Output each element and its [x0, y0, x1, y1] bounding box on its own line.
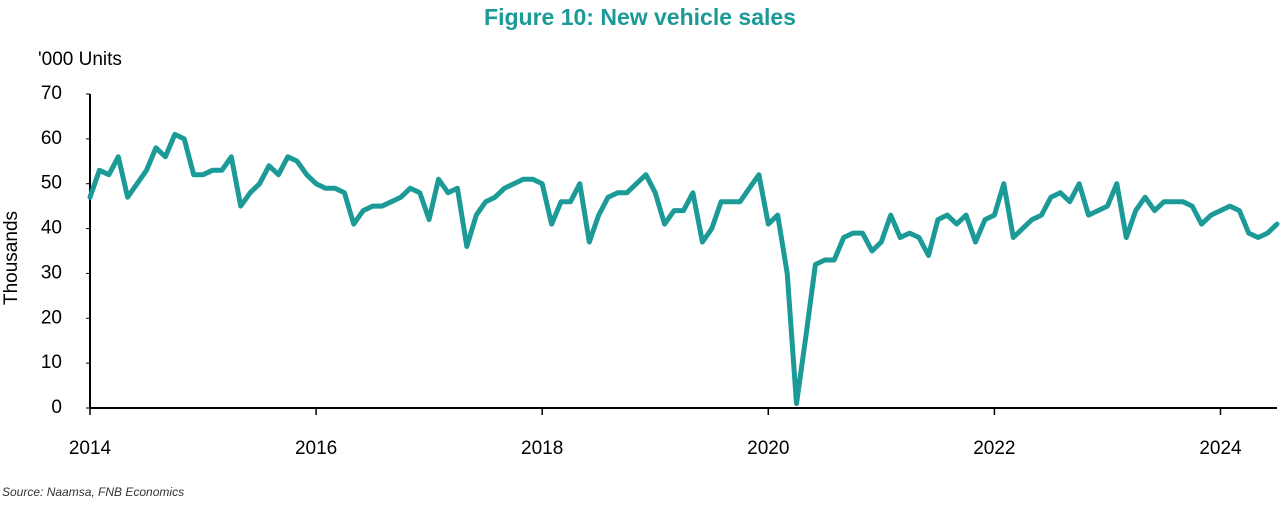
y-tick-label: 60: [41, 128, 62, 149]
unit-label: '000 Units: [38, 49, 122, 70]
x-tick-label: 2014: [69, 438, 112, 459]
data-line: [87, 131, 1280, 406]
x-tick-label: 2016: [295, 438, 337, 459]
y-tick-label: 20: [41, 307, 62, 328]
x-tick-label: 2020: [747, 438, 789, 459]
y-tick-label: 30: [41, 262, 62, 283]
y-tick-label: 10: [41, 352, 62, 373]
x-tick-label: 2018: [521, 438, 563, 459]
y-tick-label: 50: [41, 173, 62, 194]
y-tick-label: 0: [51, 397, 62, 418]
x-tick-label: 2024: [1199, 438, 1242, 459]
chart-title: Figure 10: New vehicle sales: [484, 4, 796, 30]
y-axis-label: Thousands: [1, 211, 22, 305]
y-tick-label: 40: [41, 218, 62, 239]
source: Source: Naamsa, FNB Economics: [2, 485, 184, 499]
y-tick-label: 70: [41, 83, 62, 104]
x-tick-label: 2022: [973, 438, 1015, 459]
